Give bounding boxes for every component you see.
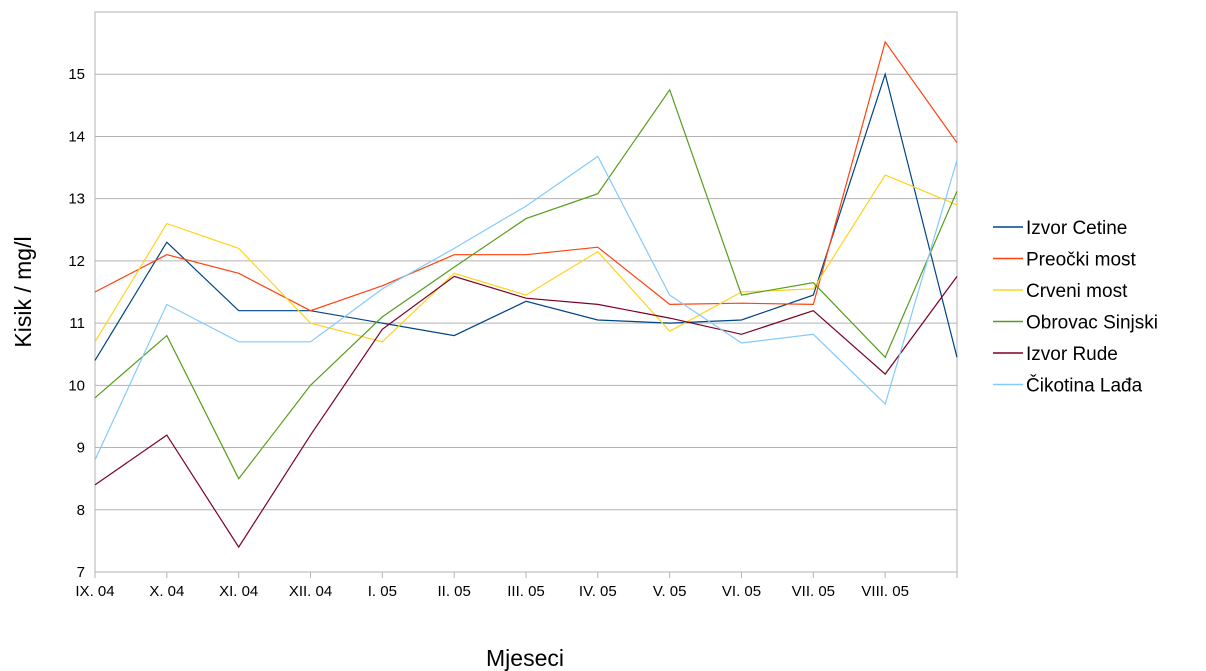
y-axis-tick-labels: 7 8 9 10 11 12 13 14 15 bbox=[68, 66, 85, 581]
x-tick-label: X. 04 bbox=[149, 583, 184, 600]
y-tick-label: 13 bbox=[68, 191, 85, 208]
legend-label: Izvor Cetine bbox=[1026, 218, 1127, 239]
x-tick-label: V. 05 bbox=[653, 583, 687, 600]
gridlines bbox=[95, 73, 957, 511]
x-tick-label: XII. 04 bbox=[289, 583, 332, 600]
y-axis-title: Kisik / mg/l bbox=[10, 236, 36, 347]
y-tick-label: 14 bbox=[68, 128, 85, 145]
series-line-1 bbox=[94, 40, 958, 312]
y-tick-label: 7 bbox=[77, 564, 85, 581]
y-tick-label: 10 bbox=[68, 377, 85, 394]
x-axis-title: Mjeseci bbox=[486, 645, 564, 671]
x-tick-label: VI. 05 bbox=[722, 583, 761, 600]
series-line-4 bbox=[94, 275, 958, 549]
x-tick-label: XI. 04 bbox=[219, 583, 258, 600]
x-tick-label: VIII. 05 bbox=[861, 583, 909, 600]
x-axis-tick-labels: IX. 04 X. 04 XI. 04 XII. 04 I. 05 II. 05 III. … bbox=[75, 572, 958, 600]
series-line-0 bbox=[94, 72, 958, 361]
series-line-2 bbox=[94, 174, 958, 343]
x-tick-label: IV. 05 bbox=[579, 583, 617, 600]
plot-area bbox=[94, 11, 958, 573]
legend-label: Preočki most bbox=[1026, 250, 1137, 271]
y-tick-label: 15 bbox=[68, 66, 85, 83]
x-tick-label: VII. 05 bbox=[792, 583, 835, 600]
series-line-3 bbox=[94, 88, 958, 480]
legend-label: Čikotina Lađa bbox=[1026, 375, 1143, 397]
y-tick-label: 11 bbox=[69, 315, 85, 332]
series-lines bbox=[94, 40, 958, 549]
x-tick-label: IX. 04 bbox=[75, 583, 114, 600]
x-tick-label: III. 05 bbox=[507, 583, 545, 600]
y-tick-label: 9 bbox=[77, 440, 85, 457]
legend: Izvor Cetine Preočki most Crveni most Obrov… bbox=[993, 218, 1158, 397]
x-tick-label: I. 05 bbox=[368, 583, 397, 600]
y-tick-label: 12 bbox=[68, 253, 85, 270]
legend-label: Obrovac Sinjski bbox=[1026, 313, 1158, 334]
legend-label: Crveni most bbox=[1026, 281, 1128, 302]
y-tick-label: 8 bbox=[77, 502, 85, 519]
legend-label: Izvor Rude bbox=[1026, 344, 1118, 365]
x-tick-label: II. 05 bbox=[437, 583, 470, 600]
series-line-5 bbox=[94, 155, 958, 461]
